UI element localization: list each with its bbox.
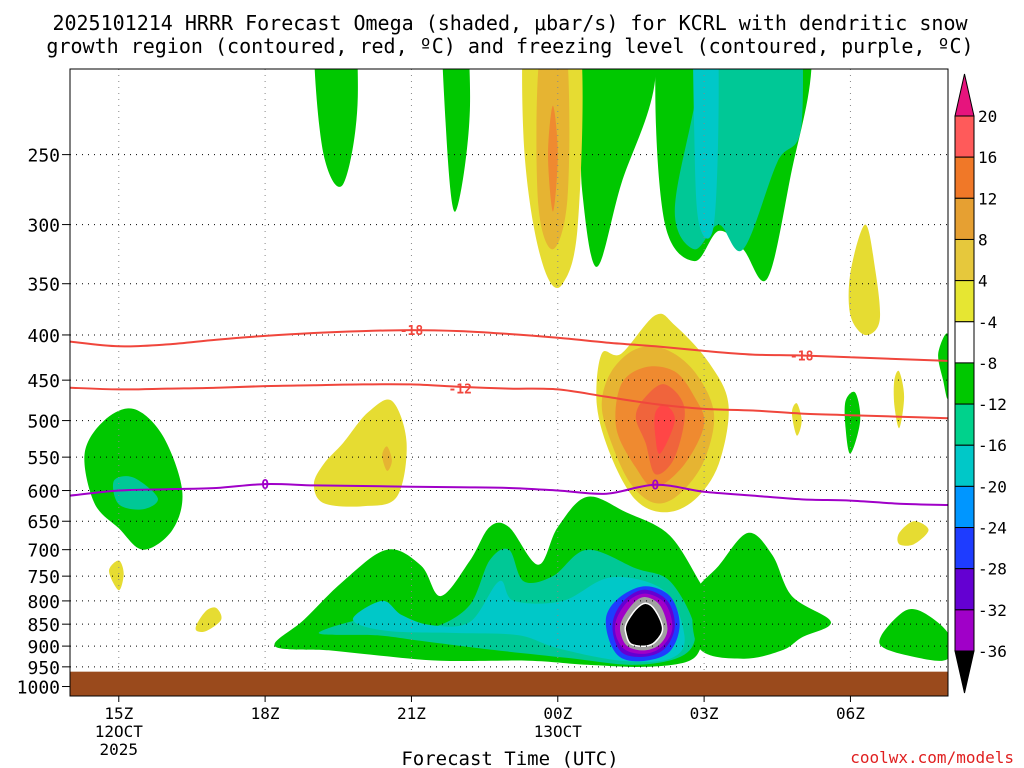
y-tick-label-950: 950 [27, 658, 60, 679]
colorbar-bottom-arrow [954, 650, 975, 694]
y-tick-label-450: 450 [27, 371, 60, 392]
y-tick-label-750: 750 [27, 567, 60, 588]
dendritic-18-label-0: -18 [400, 324, 424, 339]
colorbar-label-8: 8 [978, 230, 988, 249]
omega-region-neg4-17 [692, 532, 831, 659]
colorbar-box-9 [954, 485, 975, 529]
colorbar-label--4: -4 [978, 313, 997, 332]
omega-region-8-30 [382, 446, 392, 471]
colorbar-box-3 [954, 238, 975, 282]
omega-region-4-29 [313, 399, 407, 507]
dendritic-18-contour [70, 329, 948, 362]
colorbar-top-arrow [954, 73, 975, 117]
freezing-level-label-0: 0 [261, 478, 269, 493]
x-tick-year-15Z: 2025 [100, 740, 139, 759]
y-tick-label-250: 250 [27, 146, 60, 167]
credit-text: coolwx.com/models [850, 748, 1014, 767]
colorbar-box-2 [954, 197, 975, 240]
omega-region-neg12-5 [693, 69, 719, 239]
freezing-level-contour [70, 483, 948, 506]
x-tick-label-03Z: 03Z [690, 704, 719, 723]
y-tick-label-500: 500 [27, 412, 60, 433]
y-tick-label-650: 650 [27, 512, 60, 533]
x-tick-label-18Z: 18Z [251, 704, 280, 723]
colorbar-label--36: -36 [978, 642, 1007, 661]
colorbar-box-10 [954, 527, 975, 570]
freezing-level-label-1: 0 [651, 479, 659, 494]
colorbar-box-12 [954, 609, 975, 652]
x-tick-label-06Z: 06Z [836, 704, 865, 723]
colorbar-label-12: 12 [978, 189, 997, 208]
chart-title-line2: growth region (contoured, red, ºC) and f… [46, 34, 973, 58]
y-tick-label-400: 400 [27, 326, 60, 347]
colorbar-label--28: -28 [978, 560, 1007, 579]
y-tick-label-700: 700 [27, 541, 60, 562]
colorbar-label-4: 4 [978, 272, 988, 291]
omega-region-neg12-10 [352, 576, 685, 662]
colorbar-box-8 [954, 444, 975, 487]
colorbar-box-5 [954, 321, 975, 364]
y-tick-label-600: 600 [27, 482, 60, 503]
colorbar-box-6 [954, 362, 975, 405]
omega-region-neg36-16 [624, 602, 664, 647]
x-tick-label-00Z: 00Z [543, 704, 572, 723]
y-tick-label-900: 900 [27, 637, 60, 658]
omega-region-4-32 [897, 521, 929, 546]
chart-title-line1: 2025101214 HRRR Forecast Omega (shaded, … [52, 11, 968, 35]
omega-region-neg4-1 [572, 69, 657, 267]
colorbar-box-1 [954, 156, 975, 199]
omega-region-neg4-20 [844, 391, 861, 454]
omega-region-4-36 [195, 607, 222, 633]
y-tick-label-550: 550 [27, 448, 60, 469]
colorbar-label--16: -16 [978, 436, 1007, 455]
plot-area: -18 -18 -12 0 0 [69, 68, 949, 697]
omega-region-neg4-0 [314, 69, 358, 187]
y-tick-label-1000: 1000 [17, 678, 60, 699]
y-tick-label-300: 300 [27, 216, 60, 237]
omega-region-neg4-19 [938, 333, 948, 399]
omega-region-4-33 [893, 370, 905, 429]
colorbar-label-20: 20 [978, 107, 997, 126]
omega-region-20-28 [654, 404, 675, 454]
x-tick-date-00Z: 13OCT [534, 722, 583, 741]
y-tick-label-350: 350 [27, 275, 60, 296]
dendritic-12-label-0: -12 [448, 383, 471, 398]
dendritic-12-contour [70, 383, 948, 420]
colorbar-label--20: -20 [978, 477, 1007, 496]
x-axis-title: Forecast Time (UTC) [401, 748, 618, 768]
colorbar-label--32: -32 [978, 601, 1007, 620]
dendritic-18-label-1: -18 [790, 349, 814, 364]
x-tick-label-21Z: 21Z [397, 704, 426, 723]
colorbar-box-0 [954, 115, 975, 158]
colorbar-box-11 [954, 568, 975, 611]
colorbar-box-7 [954, 403, 975, 446]
colorbar-label--8: -8 [978, 354, 997, 373]
omega-region-12-23 [548, 105, 558, 212]
colorbar-label--24: -24 [978, 519, 1007, 538]
y-tick-label-850: 850 [27, 615, 60, 636]
y-tick-label-800: 800 [27, 592, 60, 613]
omega-region-4-34 [791, 403, 802, 436]
surface-terrain [70, 671, 948, 696]
pressure-axis: 2503003504004505005506006507007508008509… [17, 146, 70, 699]
colorbar-box-4 [954, 280, 975, 323]
omega-region-4-35 [109, 560, 124, 591]
omega-region-neg4-18 [879, 609, 948, 661]
omega-region-4-31 [848, 224, 881, 336]
colorbar-label--12: -12 [978, 395, 1007, 414]
omega-region-neg4-3 [442, 69, 471, 212]
omega-region-neg8-7 [112, 476, 158, 510]
x-tick-label-15Z: 15Z [104, 704, 133, 723]
colorbar-label-16: 16 [978, 148, 997, 167]
x-tick-date-15Z: 12OCT [95, 722, 144, 741]
omega-colorbar: 20 16 12 8 4 -4 -8 -12 -16 -20 -24 -28 -32 -36 [954, 73, 1007, 694]
